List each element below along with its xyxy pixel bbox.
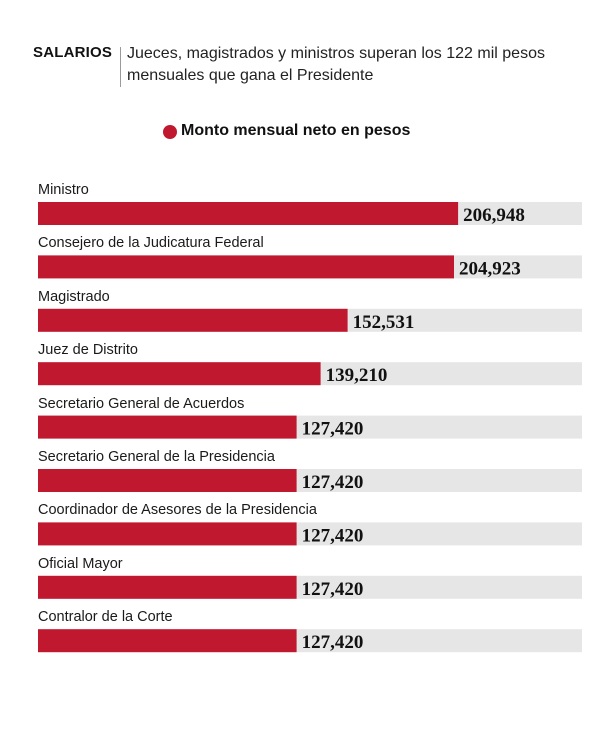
bar-value-label: 127,420 bbox=[302, 632, 364, 653]
bar-track bbox=[38, 308, 582, 332]
bar-value-label: 127,420 bbox=[302, 419, 364, 440]
bar bbox=[38, 629, 297, 653]
bar-value-label: 127,420 bbox=[302, 472, 364, 493]
chart-header: SALARIOS Jueces, magistrados y ministros… bbox=[33, 44, 593, 94]
header-divider bbox=[120, 47, 121, 87]
bar-track bbox=[38, 202, 582, 225]
bar-value-label: 206,948 bbox=[463, 205, 525, 226]
legend-dot-icon bbox=[163, 125, 177, 139]
bar bbox=[38, 575, 297, 599]
category-label: Oficial Mayor bbox=[38, 555, 123, 572]
bar bbox=[38, 469, 297, 492]
bar-track bbox=[38, 469, 582, 492]
chart-headline: Jueces, magistrados y ministros superan … bbox=[127, 45, 545, 84]
bar-value-label: 127,420 bbox=[302, 525, 364, 546]
bar bbox=[38, 362, 321, 386]
bar-value-label: 152,531 bbox=[353, 312, 415, 333]
category-label: Magistrado bbox=[38, 288, 110, 305]
bar-track bbox=[38, 629, 582, 653]
bar bbox=[38, 522, 297, 546]
category-label: Contralor de la Corte bbox=[38, 609, 173, 626]
category-label: Secretario General de Acuerdos bbox=[38, 395, 245, 412]
category-label: Secretario General de la Presidencia bbox=[38, 449, 275, 465]
bar bbox=[38, 308, 348, 332]
legend-label: Monto mensual neto en pesos bbox=[181, 122, 411, 139]
bar bbox=[38, 255, 454, 279]
category-label: Juez de Distrito bbox=[38, 342, 138, 359]
bar-value-label: 204,923 bbox=[459, 258, 521, 279]
bar-track bbox=[38, 522, 582, 546]
bar-value-label: 139,210 bbox=[326, 365, 388, 386]
bar bbox=[38, 202, 459, 225]
category-label: Ministro bbox=[38, 182, 89, 198]
bar-track bbox=[38, 362, 582, 386]
category-label: Coordinador de Asesores de la Presidenci… bbox=[38, 502, 317, 519]
section-kicker: SALARIOS bbox=[33, 44, 113, 61]
bar-track bbox=[38, 575, 582, 599]
bar bbox=[38, 415, 297, 439]
bar-track bbox=[38, 255, 582, 279]
bar-track bbox=[38, 415, 582, 439]
category-label: Consejero de la Judicatura Federal bbox=[38, 235, 264, 252]
bar-value-label: 127,420 bbox=[302, 579, 364, 600]
